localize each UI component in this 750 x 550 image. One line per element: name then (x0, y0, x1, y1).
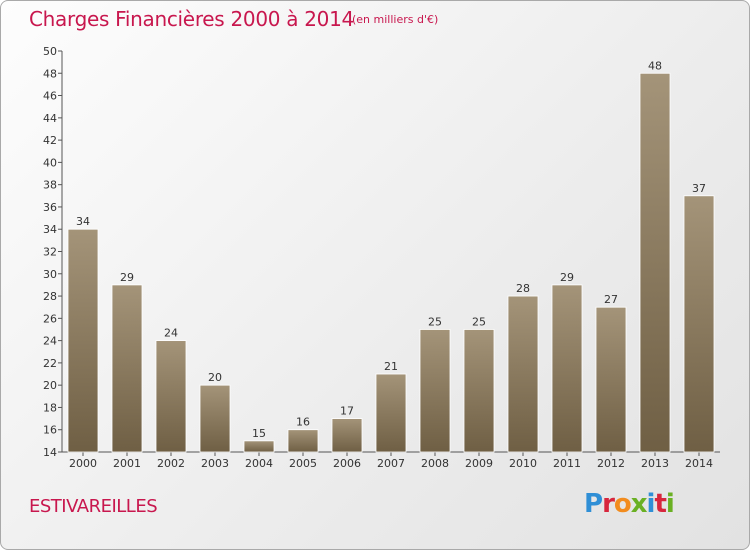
x-tick-label-2012: 2012 (597, 457, 625, 470)
y-tick-label: 22 (43, 357, 57, 370)
bar-2010 (507, 295, 539, 453)
y-tick-label: 18 (43, 401, 57, 414)
y-tick-label: 38 (43, 179, 57, 192)
y-tick-label: 24 (43, 335, 57, 348)
municipality-name: ESTIVAREILLES (29, 496, 158, 517)
bar-2011 (551, 284, 583, 453)
bar-2005 (287, 429, 319, 453)
data-label-2005: 16 (296, 416, 310, 429)
logo-letter: x (630, 489, 648, 519)
data-label-2000: 34 (76, 215, 90, 228)
x-tick-label-2009: 2009 (465, 457, 493, 470)
y-tick-label: 48 (43, 67, 57, 80)
x-tick-label-2014: 2014 (685, 457, 713, 470)
bar-2007 (375, 373, 407, 453)
data-label-2013: 48 (648, 59, 662, 72)
bar-2012 (595, 306, 627, 453)
y-tick-label: 16 (43, 424, 57, 437)
bar-2000 (67, 228, 99, 453)
x-tick-label-2007: 2007 (377, 457, 405, 470)
bar-2008 (419, 329, 451, 453)
y-tick-label: 40 (43, 156, 57, 169)
x-tick-label-2003: 2003 (201, 457, 229, 470)
x-tick-label-2008: 2008 (421, 457, 449, 470)
logo-letter: t (654, 489, 666, 519)
y-tick-label: 32 (43, 246, 57, 259)
x-tick-label-2010: 2010 (509, 457, 537, 470)
data-label-2001: 29 (120, 271, 134, 284)
bar-2014 (683, 195, 715, 453)
x-tick-label-2006: 2006 (333, 457, 361, 470)
bar-2002 (155, 340, 187, 453)
logo-letter: i (646, 489, 656, 519)
proxiti-logo: Proxiti (584, 489, 675, 519)
logo-letter: P (584, 489, 603, 519)
bar-2009 (463, 329, 495, 453)
x-tick-label-2011: 2011 (553, 457, 581, 470)
logo-letter: o (613, 489, 632, 519)
y-tick-label: 50 (43, 45, 57, 58)
data-label-2008: 25 (428, 315, 442, 328)
data-label-2004: 15 (252, 427, 266, 440)
data-label-2010: 28 (516, 282, 530, 295)
y-tick-label: 20 (43, 379, 57, 392)
logo-letter: i (665, 489, 675, 519)
data-label-2003: 20 (208, 371, 222, 384)
data-label-2014: 37 (692, 182, 706, 195)
y-tick-label: 34 (43, 223, 57, 236)
bar-2004 (243, 440, 275, 453)
y-tick-label: 44 (43, 112, 57, 125)
chart-title: Charges Financières 2000 à 2014 (29, 7, 354, 31)
y-tick-label: 14 (43, 446, 57, 459)
x-tick-label-2005: 2005 (289, 457, 317, 470)
bar-2006 (331, 418, 363, 453)
data-label-2011: 29 (560, 271, 574, 284)
data-label-2012: 27 (604, 293, 618, 306)
y-tick-label: 30 (43, 268, 57, 281)
x-tick-label-2013: 2013 (641, 457, 669, 470)
chart-subtitle: (en milliers d'€) (352, 13, 439, 26)
data-label-2006: 17 (340, 405, 354, 418)
x-tick-label-2002: 2002 (157, 457, 185, 470)
y-tick-label: 46 (43, 90, 57, 103)
data-label-2009: 25 (472, 315, 486, 328)
y-tick-label: 28 (43, 290, 57, 303)
data-label-2002: 24 (164, 327, 178, 340)
x-tick-label-2000: 2000 (69, 457, 97, 470)
logo-letter: r (602, 489, 615, 519)
data-label-2007: 21 (384, 360, 398, 373)
y-tick-label: 26 (43, 312, 57, 325)
x-tick-label-2001: 2001 (113, 457, 141, 470)
y-tick-label: 36 (43, 201, 57, 214)
y-tick-label: 42 (43, 134, 57, 147)
x-tick-label-2004: 2004 (245, 457, 273, 470)
bar-2013 (639, 72, 671, 453)
bar-2003 (199, 384, 231, 453)
bar-2001 (111, 284, 143, 453)
